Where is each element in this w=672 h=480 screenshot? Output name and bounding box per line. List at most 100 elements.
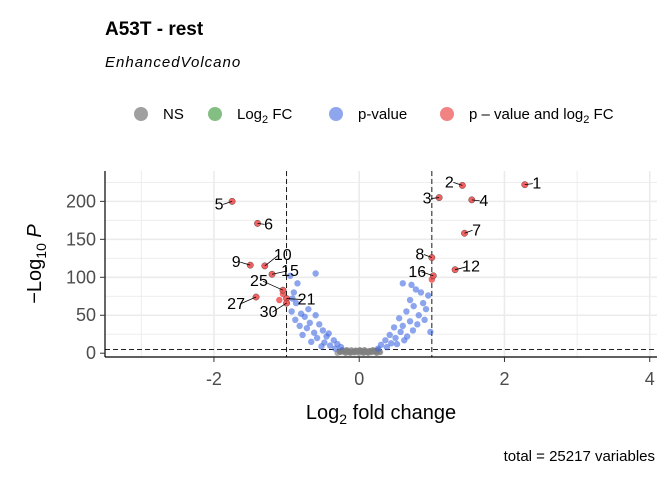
chart-caption: total = 25217 variables bbox=[504, 448, 655, 465]
label-connector bbox=[272, 302, 287, 313]
pvalue-point bbox=[406, 318, 414, 325]
label-connector bbox=[453, 182, 463, 186]
pvalue-point bbox=[337, 343, 345, 351]
pvalue-point bbox=[301, 313, 308, 320]
label-connector bbox=[271, 270, 287, 275]
point-label: 30 bbox=[260, 304, 278, 321]
legend-label: p – value and log2 FC bbox=[469, 106, 614, 126]
pvalue-point bbox=[325, 330, 332, 337]
pvalue-point bbox=[397, 328, 404, 336]
pvalue-point bbox=[288, 308, 295, 315]
y-tick-label: 50 bbox=[76, 305, 96, 325]
pvalue-point bbox=[422, 305, 430, 313]
legend-label: NS bbox=[163, 106, 184, 123]
pvalue-point bbox=[387, 340, 395, 347]
significant-point bbox=[451, 266, 459, 274]
pvalue-point bbox=[399, 280, 406, 287]
pvalue-point bbox=[310, 329, 318, 336]
pvalue-point bbox=[312, 270, 319, 277]
legend: NS Log2 FC p-value p – value and log2 FC bbox=[134, 106, 614, 126]
point-label: 3 bbox=[423, 191, 432, 208]
label-connector bbox=[454, 266, 468, 271]
pvalue-point bbox=[319, 327, 327, 334]
label-connector bbox=[464, 229, 473, 234]
y-tick-label: 200 bbox=[66, 191, 96, 211]
pvalue-point bbox=[392, 334, 399, 342]
axis-ticks: -2 0 2 4 0 50 100 150 200 bbox=[66, 191, 655, 389]
pvalue-point bbox=[427, 328, 434, 336]
gridlines bbox=[105, 171, 657, 357]
pvalue-point bbox=[401, 337, 408, 344]
pvalue-point bbox=[374, 345, 382, 352]
pvalue-point bbox=[299, 331, 306, 339]
pvalue-point bbox=[415, 312, 422, 319]
pvalue-point bbox=[409, 327, 417, 334]
point-label: 7 bbox=[472, 222, 481, 239]
pvalue-point bbox=[290, 289, 298, 296]
pvalue-point bbox=[316, 321, 323, 328]
pvalue-point bbox=[294, 280, 301, 287]
point-label: 10 bbox=[274, 247, 292, 264]
point-label: 2 bbox=[445, 174, 454, 191]
pvalue-point bbox=[403, 308, 410, 315]
pvalue-point bbox=[318, 343, 325, 350]
point-label: 6 bbox=[264, 216, 273, 233]
label-connector bbox=[286, 298, 303, 300]
y-tick-label: 100 bbox=[66, 267, 96, 287]
pvalue-point bbox=[414, 321, 421, 328]
point-label: 21 bbox=[298, 292, 316, 309]
pvalue-point bbox=[390, 324, 398, 331]
label-connector bbox=[524, 183, 533, 186]
pvalue-point bbox=[296, 322, 303, 330]
pvalue-point bbox=[308, 338, 315, 346]
legend-label: p-value bbox=[358, 106, 407, 123]
point-label: 8 bbox=[415, 247, 424, 264]
pvalue-point bbox=[326, 342, 334, 349]
pvalue-point bbox=[287, 272, 294, 279]
label-connector bbox=[264, 254, 280, 267]
label-connector bbox=[239, 296, 257, 305]
legend-key bbox=[440, 107, 454, 121]
pvalue-point bbox=[386, 331, 393, 339]
label-connector bbox=[222, 200, 233, 205]
significant-point bbox=[268, 270, 276, 278]
point-label: 16 bbox=[408, 264, 426, 281]
point-label: 15 bbox=[281, 263, 299, 280]
point-label: 12 bbox=[462, 259, 480, 276]
pvalue-point bbox=[417, 289, 425, 296]
legend-key bbox=[134, 107, 148, 121]
label-connector bbox=[262, 280, 284, 291]
pvalue-point bbox=[313, 334, 321, 342]
pvalue-point bbox=[292, 316, 299, 323]
pvalue-point bbox=[395, 315, 403, 322]
pvalue-point bbox=[305, 305, 312, 313]
pvalue-point bbox=[383, 343, 391, 351]
label-connector bbox=[240, 261, 251, 266]
pvalue-point bbox=[393, 340, 401, 348]
label-connector bbox=[471, 199, 480, 202]
x-tick-label: 2 bbox=[499, 369, 509, 389]
legend-label: Log2 FC bbox=[237, 106, 292, 126]
x-tick-label: 0 bbox=[354, 369, 364, 389]
point-label: 5 bbox=[215, 196, 224, 213]
pvalue-point bbox=[421, 316, 428, 323]
data-points bbox=[228, 181, 529, 356]
pvalue-point bbox=[406, 296, 414, 304]
x-tick-label: 4 bbox=[645, 369, 655, 389]
pvalue-point bbox=[425, 292, 432, 299]
pvalue-point bbox=[312, 312, 319, 319]
chart-title: A53T - rest bbox=[105, 19, 204, 40]
significant-point bbox=[276, 296, 283, 304]
pvalue-point bbox=[408, 281, 415, 289]
label-connector bbox=[431, 197, 440, 199]
pvalue-point bbox=[332, 345, 339, 352]
pvalue-point bbox=[306, 319, 314, 327]
x-tick-label: -2 bbox=[206, 369, 222, 389]
y-tick-label: 150 bbox=[66, 229, 96, 249]
point-label: 1 bbox=[532, 176, 541, 193]
pvalue-point bbox=[303, 324, 311, 332]
plot-panel bbox=[105, 171, 657, 357]
label-connector bbox=[257, 222, 265, 225]
